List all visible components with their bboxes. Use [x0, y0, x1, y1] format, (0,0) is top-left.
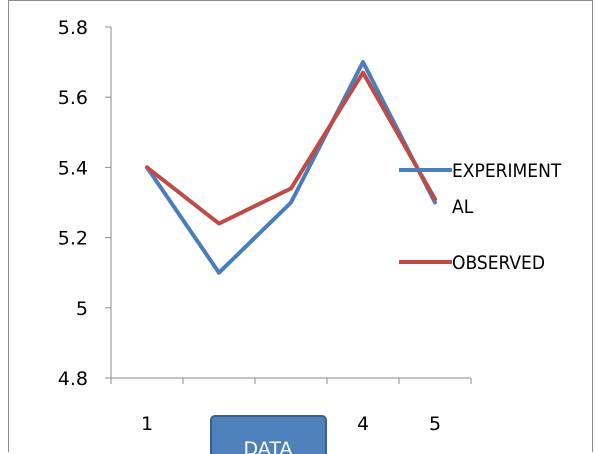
x-tick-label: 5	[429, 413, 441, 435]
legend: EXPERIMENT AL OBSERVED	[399, 160, 562, 274]
chart-frame	[8, 0, 593, 452]
y-tick-label: 5.8	[58, 17, 88, 39]
legend-label-0: EXPERIMENT	[452, 160, 562, 182]
y-axis: 4.8 5 5.2 5.4 5.6 5.8	[58, 17, 112, 390]
y-tick-label: 4.8	[58, 368, 88, 390]
y-tick-label: 5.4	[58, 157, 88, 179]
x-axis-title-box	[210, 415, 327, 454]
x-tick-label: 4	[357, 413, 369, 435]
legend-label-0: AL	[452, 196, 474, 218]
x-axis-title: DATA	[210, 415, 327, 454]
y-tick-label: 5.6	[58, 87, 88, 109]
y-tick-label: 5.2	[58, 228, 88, 250]
series-line-0	[145, 60, 437, 275]
legend-label-1: OBSERVED	[452, 252, 545, 274]
x-axis-title: DATA	[244, 438, 293, 454]
x-tick-label: 1	[141, 413, 153, 435]
y-tick-label: 5	[76, 298, 88, 320]
series-lines	[145, 60, 437, 275]
series-line-1	[145, 70, 437, 226]
